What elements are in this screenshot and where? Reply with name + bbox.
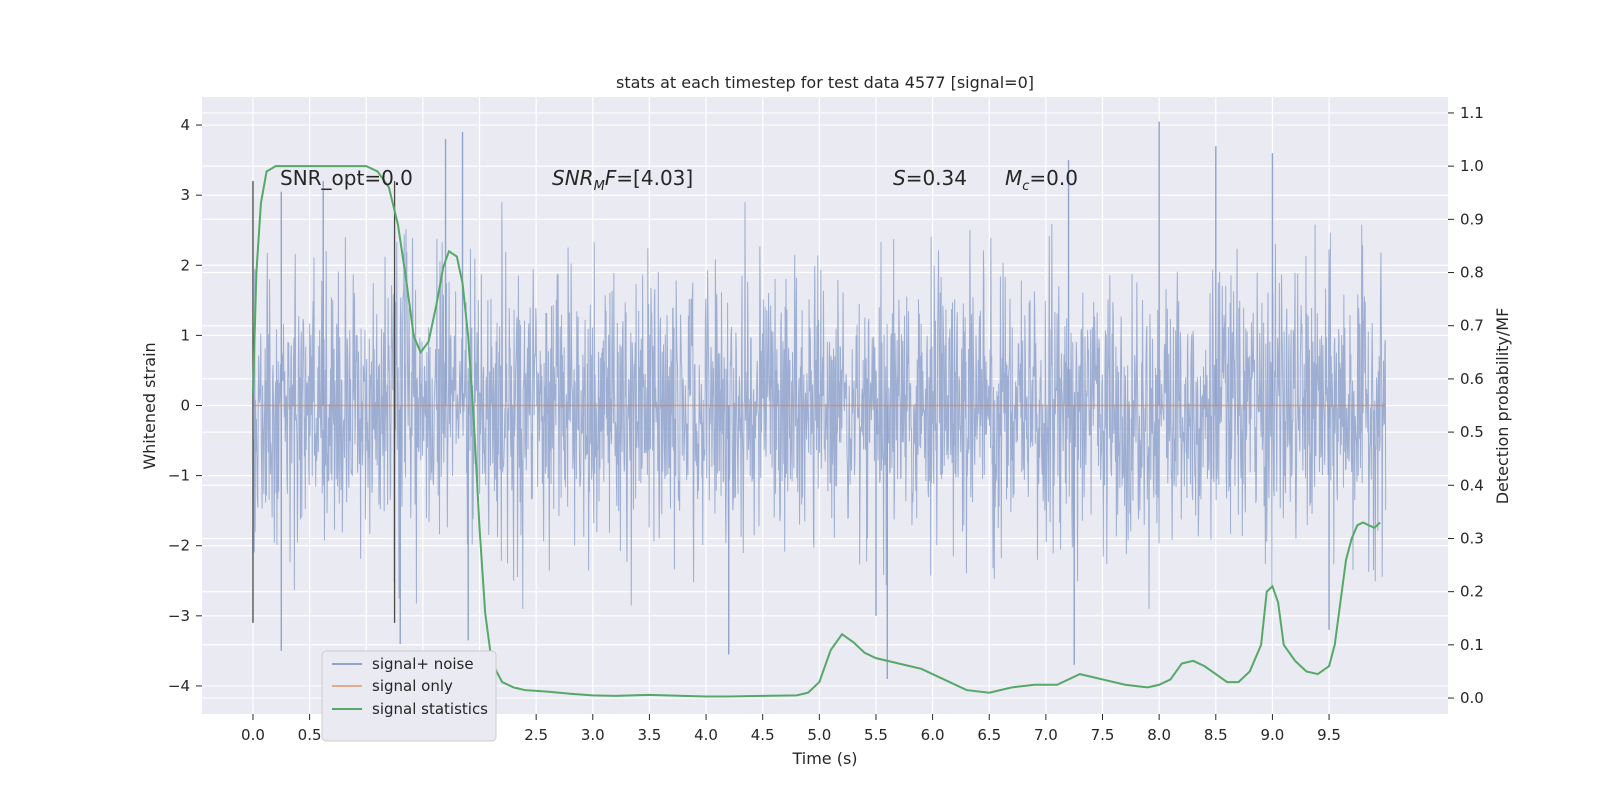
x-tick-label-11: 5.5 [864,726,888,744]
y-axis-ticks: −4 −3 −2 −1 0 1 2 3 4 [168,116,202,695]
x-tick-label-19: 9.5 [1317,726,1341,744]
y2-tick-label-8: 0.8 [1460,264,1484,282]
legend-label-noise: signal+ noise [372,655,474,673]
y2-tick-label-9: 0.9 [1460,210,1484,228]
annotations: SNR_opt=0.0 SNRMF=[4.03] S=0.34 Mc=0.0 [280,166,1078,194]
x-tick-label-7: 3.5 [637,726,661,744]
noise-series [252,121,1387,679]
y2-tick-label-10: 1.0 [1460,157,1484,175]
y-axis-label: Whitened strain [140,342,159,469]
legend-box [321,650,497,742]
noise-line [252,202,1387,609]
vertical-markers [252,181,396,623]
annotation-mc: Mc=0.0 [1005,166,1078,194]
x-tick-label-6: 3.0 [581,726,605,744]
x-tick-label-18: 9.0 [1260,726,1284,744]
annotation-snr-mf: SNRMF=[4.03] [552,166,693,194]
legend: signal+ noise signal only signal statist… [321,650,497,742]
x-tick-label-8: 4.0 [694,726,718,744]
x-tick-label-9: 4.5 [751,726,775,744]
y2-axis-ticks: 0.0 0.1 0.2 0.3 0.4 0.5 0.6 0.7 0.8 0.9 1.0 1.1 [1448,104,1484,707]
y2-tick-label-6: 0.6 [1460,370,1484,388]
x-tick-label-0: 0.0 [241,726,265,744]
x-tick-label-10: 5.0 [807,726,831,744]
y2-axis-label: Detection probability/MF [1493,308,1512,505]
legend-label-statistics: signal statistics [372,700,488,718]
y2-tick-label-2: 0.2 [1460,583,1484,601]
statistics-series [251,165,1381,698]
y-tick-label-2: −2 [168,537,190,555]
y2-tick-label-11: 1.1 [1460,104,1484,122]
x-tick-label-5: 2.5 [524,726,548,744]
chart-title: stats at each timestep for test data 457… [616,73,1034,92]
x-tick-label-16: 8.0 [1147,726,1171,744]
annotation-snr-opt: SNR_opt=0.0 [280,166,413,190]
x-tick-label-12: 6.0 [921,726,945,744]
y-tick-label-0: −4 [168,677,190,695]
y-tick-label-8: 4 [180,116,190,134]
x-tick-label-1: 0.5 [298,726,322,744]
y2-tick-label-1: 0.1 [1460,636,1484,654]
x-axis-label: Time (s) [791,749,857,768]
y2-tick-label-4: 0.4 [1460,476,1484,494]
y-tick-label-5: 1 [180,326,190,344]
y-tick-label-1: −3 [168,607,190,625]
y2-tick-label-3: 0.3 [1460,529,1484,547]
x-tick-label-13: 6.5 [977,726,1001,744]
x-tick-label-17: 8.5 [1204,726,1228,744]
y-tick-label-7: 3 [180,186,190,204]
annotation-s: S=0.34 [893,166,967,190]
y-tick-label-6: 2 [180,256,190,274]
statistics-line [251,165,1381,698]
legend-label-signal-only: signal only [372,677,453,695]
y2-tick-label-0: 0.0 [1460,689,1484,707]
y2-tick-label-5: 0.5 [1460,423,1484,441]
y2-tick-label-7: 0.7 [1460,317,1484,335]
y-tick-label-3: −1 [168,467,190,485]
y-tick-label-4: 0 [180,397,190,415]
x-tick-label-15: 7.5 [1091,726,1115,744]
x-tick-label-14: 7.0 [1034,726,1058,744]
